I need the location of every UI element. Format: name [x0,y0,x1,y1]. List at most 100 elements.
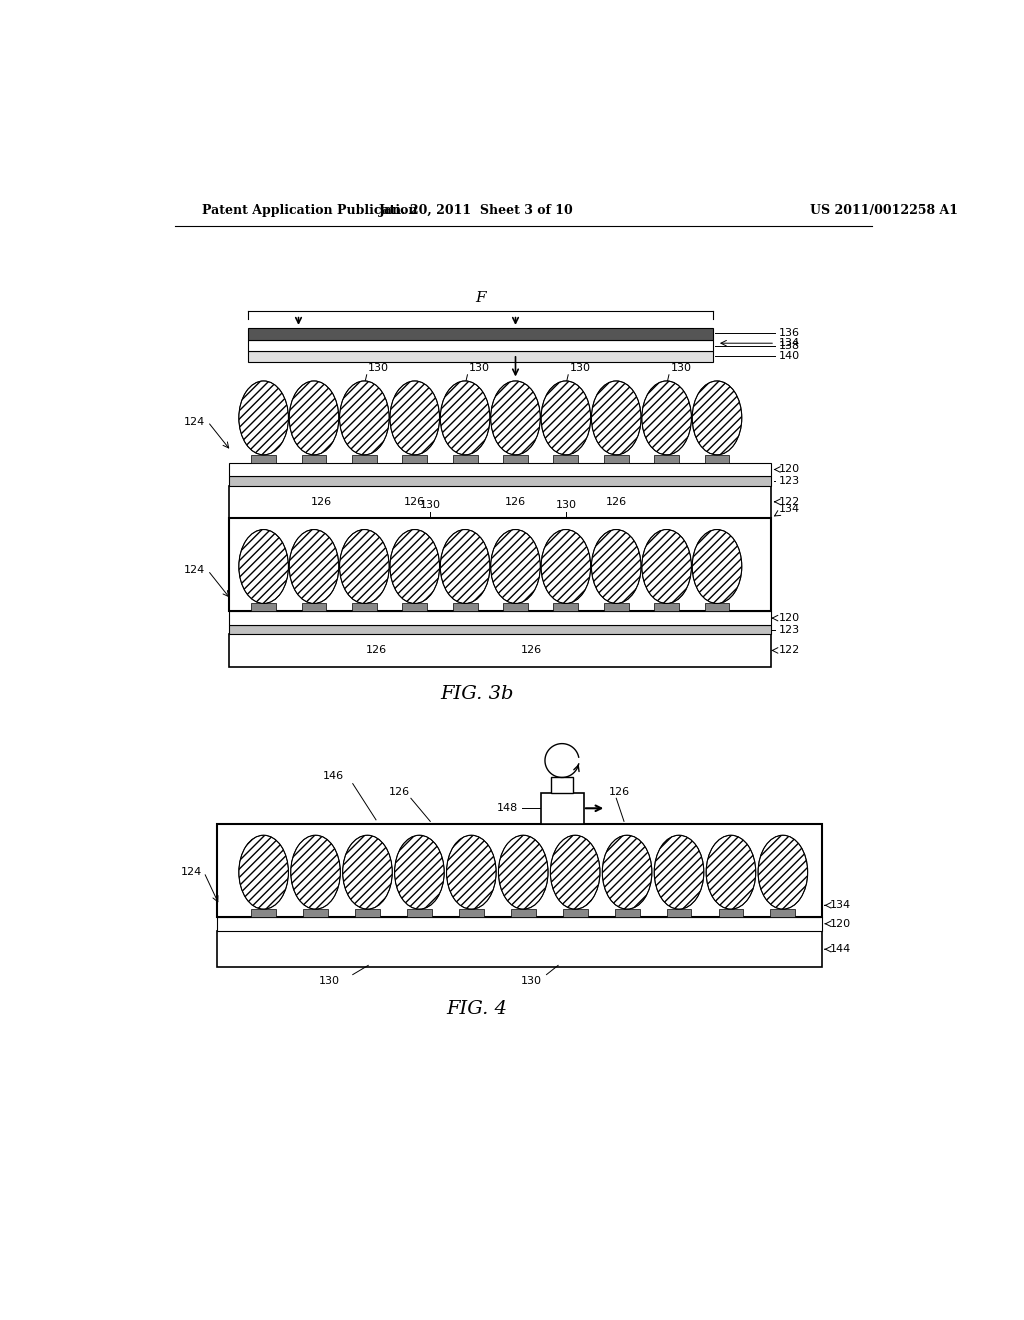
Text: 134: 134 [779,338,800,348]
Text: 120: 120 [779,465,800,474]
Ellipse shape [490,529,541,603]
Bar [352,603,377,611]
Text: 138: 138 [779,341,800,351]
Text: 126: 126 [366,645,387,656]
Text: F: F [475,290,486,305]
Text: Jan. 20, 2011  Sheet 3 of 10: Jan. 20, 2011 Sheet 3 of 10 [379,205,574,218]
Bar [302,455,327,462]
Bar [453,455,477,462]
Bar [228,486,771,517]
Text: 126: 126 [605,496,627,507]
Bar [407,909,432,917]
Text: 136: 136 [779,329,800,338]
Bar [554,603,579,611]
Ellipse shape [390,381,439,455]
Ellipse shape [490,381,541,455]
Text: 124: 124 [184,565,206,576]
Bar [719,909,743,917]
Text: 130: 130 [671,363,691,374]
Text: 146: 146 [323,771,344,781]
Bar [251,455,276,462]
Bar [228,635,771,667]
Bar [251,603,276,611]
Bar [248,351,713,362]
Bar [459,909,483,917]
Bar [303,909,328,917]
Ellipse shape [343,836,392,909]
Text: 140: 140 [779,351,800,362]
Bar [228,462,771,477]
Text: 126: 126 [608,787,630,797]
Bar [667,909,691,917]
Text: FIG. 3a: FIG. 3a [440,536,513,554]
Text: 130: 130 [555,500,577,511]
Ellipse shape [440,381,489,455]
Ellipse shape [541,529,591,603]
Ellipse shape [707,836,756,909]
Ellipse shape [602,836,652,909]
Ellipse shape [642,529,691,603]
Bar [551,777,572,793]
Text: 126: 126 [505,496,526,507]
Bar [604,603,629,611]
Text: 123: 123 [779,624,800,635]
Bar [228,611,771,626]
Text: 134: 134 [779,504,800,515]
Ellipse shape [291,836,340,909]
Ellipse shape [289,381,339,455]
Text: 126: 126 [404,496,425,507]
Bar [563,909,588,917]
Ellipse shape [239,381,289,455]
Bar [302,603,327,611]
Bar [614,909,640,917]
Bar [541,793,584,824]
Text: 148: 148 [497,804,518,813]
Ellipse shape [340,529,389,603]
Text: 134: 134 [829,900,851,911]
Ellipse shape [592,381,641,455]
Text: 126: 126 [389,787,410,797]
Bar [228,477,771,486]
Bar [453,603,477,611]
Text: 122: 122 [779,496,800,507]
Bar [352,455,377,462]
Bar [217,917,821,931]
Ellipse shape [340,381,389,455]
Bar [228,626,771,635]
Ellipse shape [390,529,439,603]
Ellipse shape [541,381,591,455]
Bar [355,909,380,917]
Ellipse shape [692,381,741,455]
Bar [248,341,713,351]
Bar [705,603,729,611]
Ellipse shape [446,836,496,909]
Text: 144: 144 [829,944,851,954]
Text: 120: 120 [829,919,851,929]
Ellipse shape [692,529,741,603]
Bar [511,909,536,917]
Text: 124: 124 [184,417,206,426]
Bar [770,909,796,917]
Bar [654,603,679,611]
Text: US 2011/0012258 A1: US 2011/0012258 A1 [810,205,958,218]
Text: 130: 130 [469,363,490,374]
Text: 123: 123 [779,477,800,486]
Ellipse shape [499,836,548,909]
Bar [654,455,679,462]
Text: Patent Application Publication: Patent Application Publication [202,205,417,218]
Text: 130: 130 [520,977,542,986]
Bar [402,603,427,611]
Text: 124: 124 [180,867,202,878]
Ellipse shape [642,381,691,455]
Text: 130: 130 [369,363,389,374]
Ellipse shape [289,529,339,603]
Bar [228,517,771,611]
Ellipse shape [592,529,641,603]
Bar [503,455,528,462]
Ellipse shape [758,836,808,909]
Bar [604,455,629,462]
Text: FIG. 4: FIG. 4 [446,1001,507,1018]
Ellipse shape [654,836,703,909]
Ellipse shape [440,529,489,603]
Bar [217,931,821,966]
